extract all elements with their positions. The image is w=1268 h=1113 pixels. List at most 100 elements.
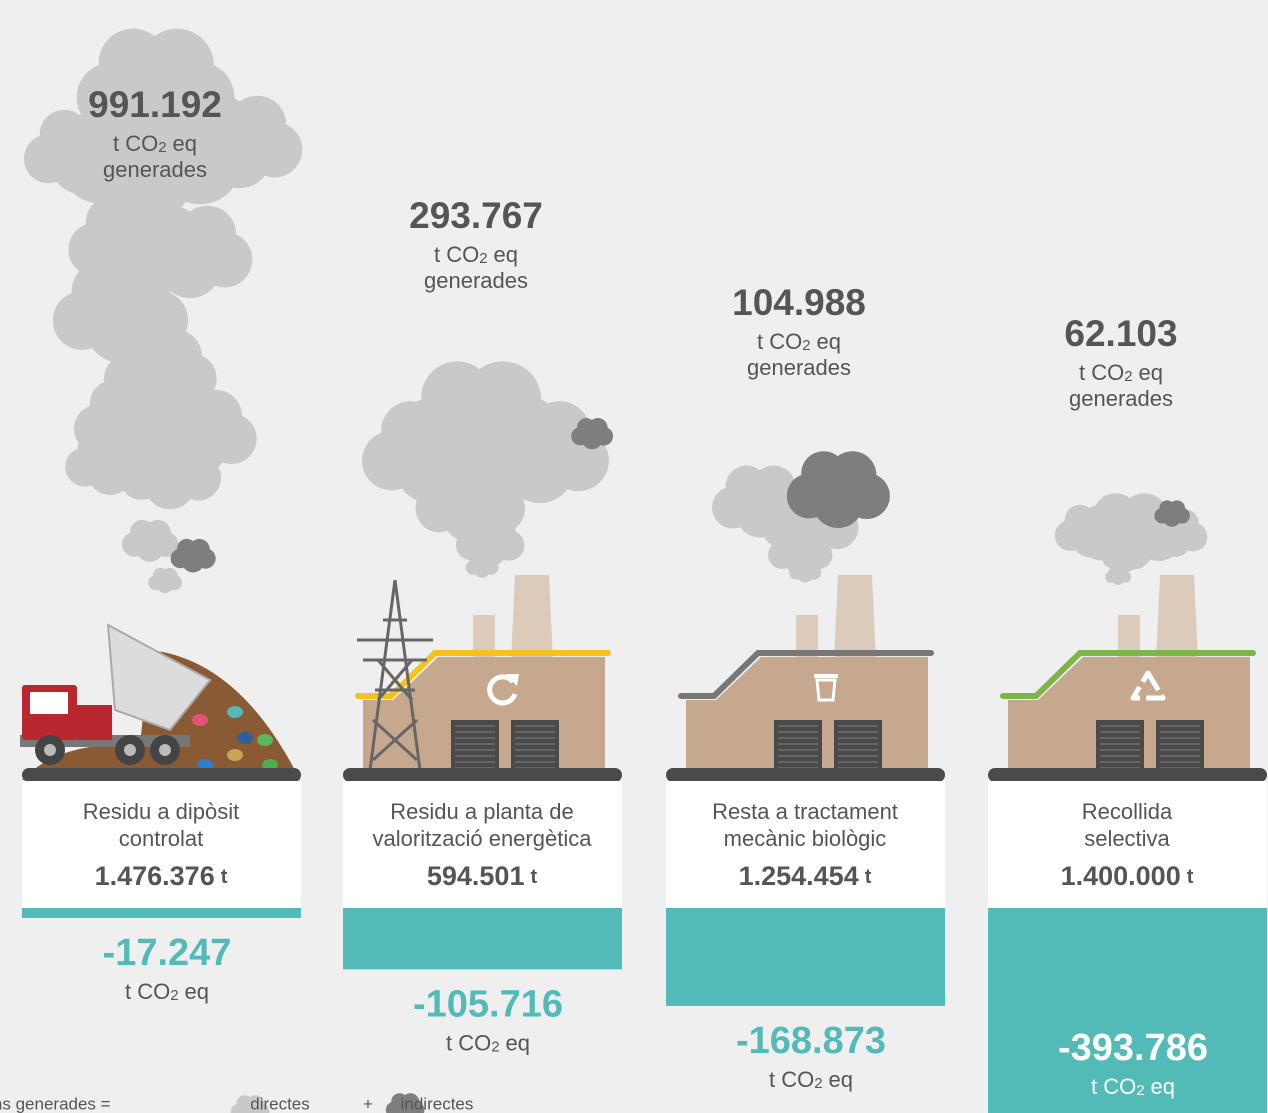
door-slat	[515, 743, 555, 745]
hub	[124, 744, 136, 756]
tonnage: 1.254.454 t	[739, 861, 872, 891]
door-slat	[1160, 737, 1200, 739]
column-label: selectiva	[1084, 826, 1170, 851]
emissions-note: generades	[1069, 386, 1173, 411]
unit-part: eq	[1139, 360, 1163, 385]
tonnage: 594.501 t	[427, 861, 538, 891]
cloud	[571, 418, 614, 450]
roof	[355, 650, 611, 699]
hub	[159, 744, 171, 756]
emissions-unit: t CO2 eq	[757, 329, 841, 354]
icon-trash	[815, 678, 837, 702]
unit-part: t CO	[125, 979, 170, 1004]
door-slat	[455, 737, 495, 739]
info-box	[343, 781, 622, 908]
door-slat	[455, 761, 495, 763]
unit-sub: 2	[1124, 368, 1132, 385]
unit-part: eq	[494, 242, 518, 267]
debris	[192, 714, 208, 726]
unit-part: eq	[829, 1067, 853, 1092]
emissions-unit: t CO2 eq	[434, 242, 518, 267]
legend-label: Emissions generades =	[0, 1094, 111, 1113]
cloud-puff	[473, 561, 491, 578]
legend-indirect: indirectes	[401, 1094, 474, 1113]
cloud-puff	[156, 576, 174, 594]
truck-window	[30, 692, 68, 714]
cloud-puff	[1159, 525, 1191, 557]
truck-bin	[106, 623, 212, 732]
tonnage-value: 1.400.000	[1061, 861, 1181, 891]
door-slat	[1100, 725, 1140, 727]
door-slat	[778, 737, 818, 739]
door-slat	[778, 725, 818, 727]
hub	[44, 744, 56, 756]
unit-part: t CO	[1079, 360, 1124, 385]
unit-part: t CO	[1091, 1074, 1136, 1099]
emissions-note: generades	[424, 268, 528, 293]
column-label: valorització energètica	[373, 826, 593, 851]
door-slat	[515, 731, 555, 733]
door-slat	[1100, 749, 1140, 751]
door-slat	[455, 755, 495, 757]
door-slat	[1160, 725, 1200, 727]
cloud-puff	[181, 550, 205, 573]
ground	[988, 768, 1267, 782]
door-slat	[838, 761, 878, 763]
door-slat	[515, 725, 555, 727]
door-slat	[778, 755, 818, 757]
cloud-puff	[52, 137, 108, 194]
info-box	[988, 781, 1267, 908]
savings-value: -393.786	[1058, 1027, 1208, 1069]
door-slat	[1160, 761, 1200, 763]
cloud	[148, 567, 183, 594]
savings-bar	[22, 908, 301, 919]
cloud-puff	[581, 428, 603, 450]
door-slat	[1160, 743, 1200, 745]
info-box	[666, 781, 945, 908]
door-slat	[1160, 749, 1200, 751]
tonnage-unit: t	[221, 866, 228, 888]
cloud-puff	[159, 236, 221, 299]
door-slat	[778, 743, 818, 745]
legend-plus: +	[363, 1094, 373, 1113]
door-slat	[1100, 755, 1140, 757]
door-slat	[838, 725, 878, 727]
chimney	[473, 615, 495, 660]
cloud-puff	[395, 1102, 415, 1113]
cloud	[385, 1093, 425, 1113]
cloud	[1105, 565, 1131, 585]
cloud-puff	[1111, 572, 1125, 585]
cloud	[128, 205, 253, 299]
cloud	[122, 519, 179, 562]
ground	[22, 768, 301, 782]
cloud-puff	[506, 435, 574, 504]
column-label: Resta a tractament	[712, 799, 898, 824]
door-slat	[1100, 761, 1140, 763]
door-slat	[455, 743, 495, 745]
unit-part: eq	[185, 979, 209, 1004]
door-slat	[1160, 731, 1200, 733]
emissions-value: 293.767	[409, 195, 543, 236]
door-slat	[1100, 743, 1140, 745]
emissions-value: 104.988	[732, 282, 866, 323]
icon-trash-lid	[814, 674, 838, 678]
savings-unit: t CO2 eq	[446, 1030, 530, 1055]
ground	[343, 768, 622, 782]
door-slat	[515, 761, 555, 763]
debris	[227, 706, 243, 718]
unit-part: t CO	[769, 1067, 814, 1092]
door-slat	[1100, 731, 1140, 733]
cloud-puff	[1163, 509, 1181, 527]
emissions-unit: t CO2 eq	[1079, 360, 1163, 385]
door-slat	[838, 755, 878, 757]
door-slat	[778, 749, 818, 751]
door-slat	[1100, 737, 1140, 739]
door-slat	[838, 737, 878, 739]
cloud	[789, 558, 822, 583]
cloud	[465, 553, 499, 578]
debris	[257, 734, 273, 746]
unit-sub: 2	[814, 1075, 822, 1092]
cloud	[178, 95, 303, 189]
savings-bar	[988, 908, 1267, 1113]
